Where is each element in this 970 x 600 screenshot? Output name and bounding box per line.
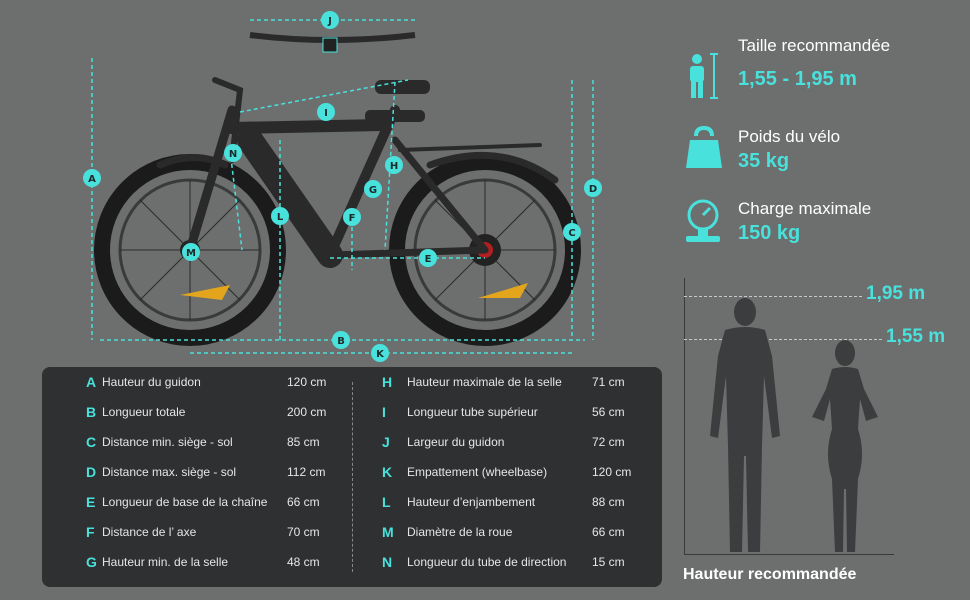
- recommended-height-caption: Hauteur recommandée: [683, 566, 857, 583]
- svg-text:C: C: [568, 228, 575, 239]
- badge-D: D: [584, 179, 602, 197]
- table-row: J Largeur du guidon 72 cm: [382, 434, 625, 450]
- svg-text:A: A: [88, 174, 96, 185]
- badge-L: L: [271, 207, 289, 225]
- svg-text:E: E: [425, 254, 432, 265]
- svg-text:D: D: [589, 184, 597, 195]
- table-row: K Empattement (wheelbase) 120 cm: [382, 464, 632, 480]
- table-row: E Longueur de base de la chaîne 66 cm: [86, 494, 320, 510]
- badge-I: I: [317, 103, 335, 121]
- svg-text:M: M: [186, 248, 196, 259]
- spec-value-height: 1,55 - 1,95 m: [738, 68, 857, 90]
- badge-B: B: [332, 331, 350, 349]
- bike-frame: [156, 77, 559, 268]
- saddle: [375, 80, 430, 94]
- height-axis: [684, 278, 685, 554]
- table-row: H Hauteur maximale de la selle 71 cm: [382, 374, 625, 390]
- badge-J: J: [321, 11, 339, 29]
- table-row: C Distance min. siège - sol 85 cm: [86, 434, 320, 450]
- spec-value-weight: 35 kg: [738, 150, 790, 172]
- lower-saddle: [365, 110, 425, 122]
- scale-gauge-icon: [686, 199, 720, 242]
- height-line-top: [684, 296, 862, 297]
- badge-A: A: [83, 169, 101, 187]
- svg-text:H: H: [390, 161, 398, 172]
- spec-title-max-load: Charge maximale: [738, 199, 872, 218]
- svg-text:K: K: [376, 349, 385, 360]
- person-height-icon: [690, 53, 718, 99]
- table-row: F Distance de l’ axe 70 cm: [86, 524, 320, 540]
- letter-badges: J A I N H G D F L C M E B K: [83, 11, 602, 362]
- bike-dimension-diagram: J A I N H G D F L C M E B K: [83, 11, 602, 362]
- table-divider: [352, 382, 353, 572]
- badge-E: E: [419, 249, 437, 267]
- badge-H: H: [385, 156, 403, 174]
- svg-text:I: I: [324, 108, 328, 119]
- svg-text:J: J: [327, 16, 332, 27]
- weight-kettlebell-icon: [686, 126, 722, 168]
- badge-N: N: [224, 144, 242, 162]
- pedal-rear: [478, 283, 528, 298]
- table-row: N Longueur du tube de direction 15 cm: [382, 554, 625, 570]
- table-row: D Distance max. siège - sol 112 cm: [86, 464, 326, 480]
- table-row: L Hauteur d’enjambement 88 cm: [382, 494, 625, 510]
- male-silhouette: [710, 298, 780, 552]
- badge-M: M: [182, 243, 200, 261]
- display: [322, 37, 338, 53]
- height-label-top: 1,95 m: [866, 283, 926, 304]
- svg-text:G: G: [369, 185, 377, 196]
- ground-line: [684, 554, 894, 555]
- spec-value-max-load: 150 kg: [738, 222, 801, 244]
- svg-text:B: B: [337, 336, 345, 347]
- table-row: G Hauteur min. de la selle 48 cm: [86, 554, 320, 570]
- badge-G: G: [364, 180, 382, 198]
- female-silhouette: [812, 340, 878, 552]
- badge-F: F: [343, 208, 361, 226]
- height-label-bottom: 1,55 m: [886, 326, 946, 347]
- table-row: M Diamètre de la roue 66 cm: [382, 524, 625, 540]
- svg-text:F: F: [349, 213, 356, 224]
- height-line-bottom: [684, 339, 882, 340]
- pedal-front: [180, 285, 230, 300]
- table-row: A Hauteur du guidon 120 cm: [86, 374, 327, 390]
- table-row: I Longueur tube supérieur 56 cm: [382, 404, 625, 420]
- svg-text:L: L: [277, 212, 284, 223]
- badge-C: C: [563, 223, 581, 241]
- spec-title-weight: Poids du vélo: [738, 127, 841, 146]
- spec-title-height: Taille recommandée: [738, 36, 891, 55]
- svg-text:N: N: [229, 149, 237, 160]
- table-row: B Longueur totale 200 cm: [86, 404, 327, 420]
- badge-K: K: [371, 344, 389, 362]
